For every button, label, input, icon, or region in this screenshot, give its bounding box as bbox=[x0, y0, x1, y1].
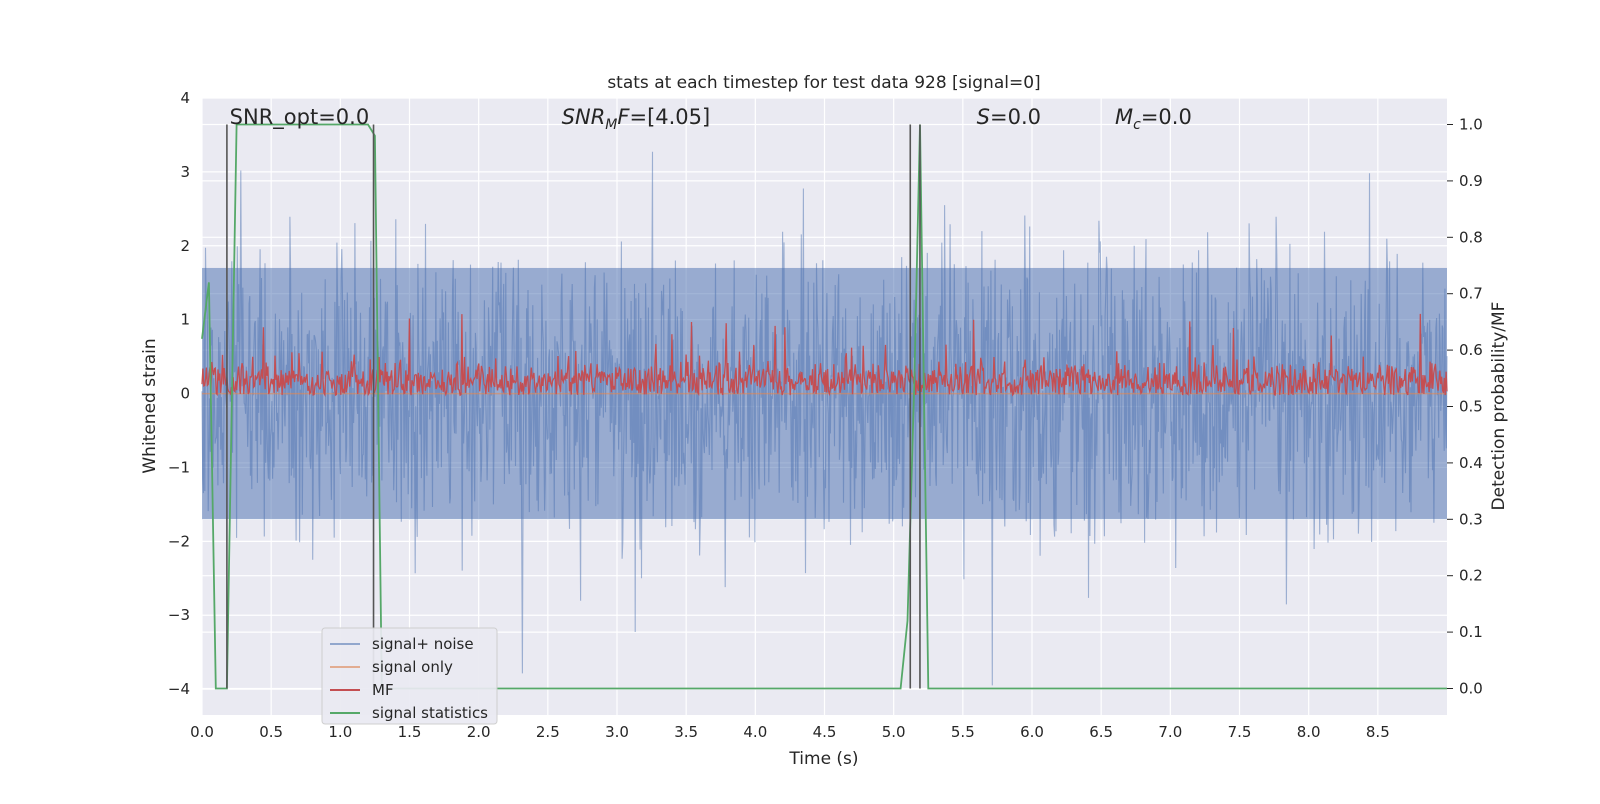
x-tick-label: 6.0 bbox=[1020, 723, 1044, 741]
x-tick-label: 4.5 bbox=[813, 723, 837, 741]
y2-tick-label: 0.9 bbox=[1459, 172, 1483, 190]
legend: signal+ noise signal only MF signal statist… bbox=[321, 627, 498, 725]
tick-labels: 0.0 0.5 1.0 1.5 2.0 2.5 3.0 3.5 4.0 4.5 5.0 5.5 6.0 6… bbox=[168, 89, 1483, 741]
legend-label: signal only bbox=[372, 658, 453, 676]
x-tick-label: 5.5 bbox=[951, 723, 975, 741]
x-tick-label: 6.5 bbox=[1089, 723, 1113, 741]
legend-box bbox=[321, 627, 498, 725]
y2-tick-label: 0.1 bbox=[1459, 623, 1483, 641]
y-tick-label: 0 bbox=[180, 385, 190, 403]
chart-title: stats at each timestep for test data 928… bbox=[607, 73, 1040, 93]
line-series bbox=[201, 123, 1448, 690]
annotation-s-value: S=0.0 bbox=[977, 105, 1041, 129]
vertical-markers bbox=[226, 124, 921, 689]
x-tick-label: 1.0 bbox=[328, 723, 352, 741]
x-tick-label: 8.5 bbox=[1366, 723, 1390, 741]
series-signal-statistics bbox=[201, 123, 1447, 690]
annotations: SNR_opt=0.0 SNRMF=[4.05] S=0.0 Mc=0.0 bbox=[230, 105, 1192, 133]
x-tick-label: 3.5 bbox=[674, 723, 698, 741]
legend-label: signal+ noise bbox=[372, 635, 474, 653]
legend-label: signal statistics bbox=[372, 704, 488, 722]
x-tick-label: 7.5 bbox=[1228, 723, 1252, 741]
x-axis-label: Time (s) bbox=[788, 749, 858, 769]
legend-label: MF bbox=[372, 681, 394, 699]
x-tick-label: 0.0 bbox=[190, 723, 214, 741]
y-tick-label: −1 bbox=[168, 458, 190, 476]
y-tick-label: 1 bbox=[180, 311, 190, 329]
x-tick-label: 5.0 bbox=[882, 723, 906, 741]
y2-tick-label: 0.8 bbox=[1459, 228, 1483, 246]
x-tick-label: 2.5 bbox=[536, 723, 560, 741]
series-mf bbox=[201, 313, 1448, 398]
y2-tick-label: 0.2 bbox=[1459, 567, 1483, 585]
y-axis-label: Whitened strain bbox=[140, 338, 160, 473]
y-tick-label: 2 bbox=[180, 237, 190, 255]
x-tick-label: 7.0 bbox=[1158, 723, 1182, 741]
annotation-snr-opt: SNR_opt=0.0 bbox=[230, 105, 370, 130]
y-tick-label: −3 bbox=[168, 606, 190, 624]
y2-tick-label: 0.7 bbox=[1459, 285, 1483, 303]
x-tick-label: 8.0 bbox=[1297, 723, 1321, 741]
annotation-snr-mf: SNRMF=[4.05] bbox=[562, 105, 711, 133]
annotation-mc-value: Mc=0.0 bbox=[1115, 105, 1192, 133]
x-tick-label: 4.0 bbox=[743, 723, 767, 741]
y2-tick-label: 0.0 bbox=[1459, 679, 1483, 697]
x-tick-label: 1.5 bbox=[398, 723, 422, 741]
x-tick-label: 0.5 bbox=[259, 723, 283, 741]
y-tick-label: −2 bbox=[168, 532, 190, 550]
y2-tick-label: 0.6 bbox=[1459, 341, 1483, 359]
y2-tick-label: 1.0 bbox=[1459, 116, 1483, 134]
y-tick-label: 4 bbox=[180, 89, 190, 107]
y-tick-label: −4 bbox=[168, 680, 190, 698]
x-tick-label: 3.0 bbox=[605, 723, 629, 741]
y-tick-label: 3 bbox=[180, 163, 190, 181]
y2-axis-label: Detection probability/MF bbox=[1489, 302, 1509, 511]
y2-tick-label: 0.3 bbox=[1459, 510, 1483, 528]
y2-tick-label: 0.4 bbox=[1459, 454, 1483, 472]
y2-tick-label: 0.5 bbox=[1459, 398, 1483, 416]
x-tick-label: 2.0 bbox=[467, 723, 491, 741]
